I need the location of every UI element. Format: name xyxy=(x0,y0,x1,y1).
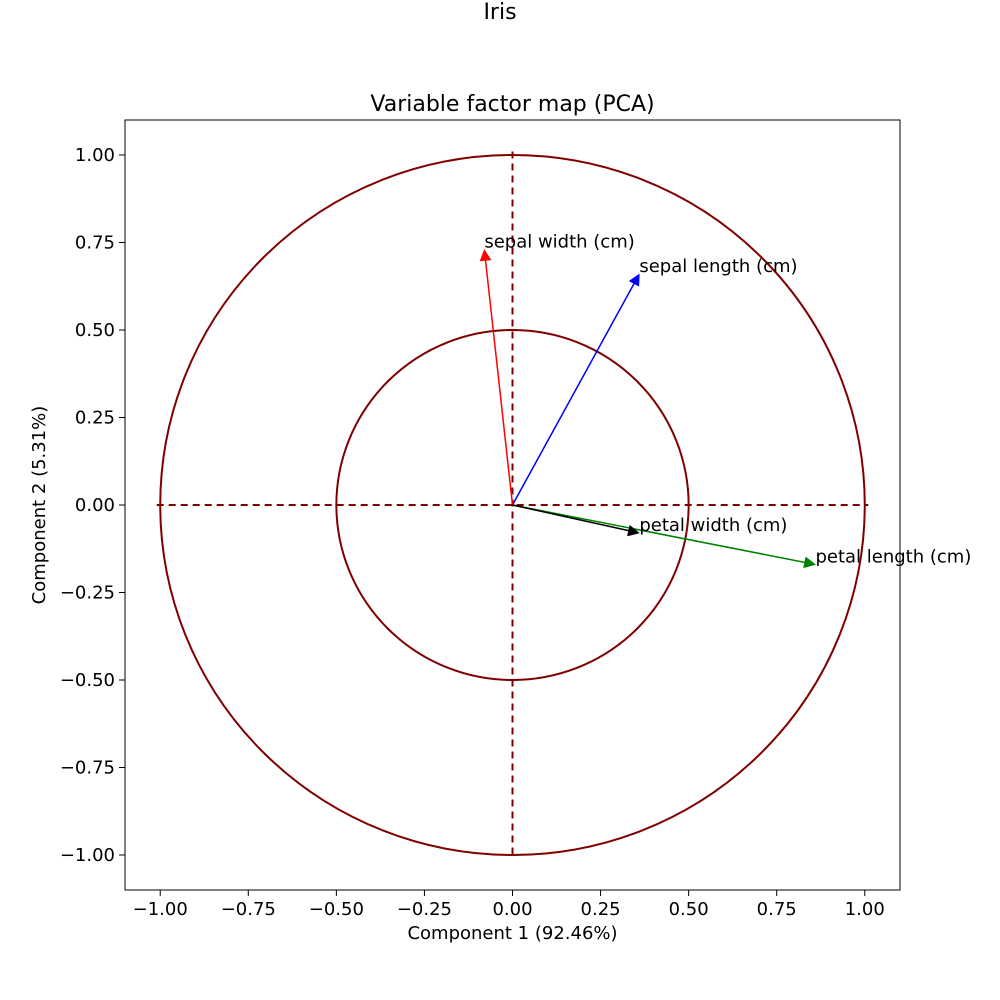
arrow-shaft xyxy=(512,504,629,532)
x-axis-ticks: −1.00 −0.75 −0.50 −0.25 0.00 0.25 0.50 0.75 1.00 xyxy=(133,890,885,920)
y-tick-label: −0.75 xyxy=(60,758,115,779)
y-tick-label: −0.50 xyxy=(60,670,115,691)
plot-area: sepal length (cm)sepal width (cm) petal l… xyxy=(124,119,971,891)
x-tick-label: 0.75 xyxy=(757,899,797,920)
arrow-head xyxy=(479,248,492,262)
x-tick-label: −0.50 xyxy=(309,899,364,920)
arrow-label: petal width (cm) xyxy=(639,515,787,536)
half-circle xyxy=(335,329,690,681)
y-tick-label: −1.00 xyxy=(60,845,115,866)
variable-arrows: sepal length (cm)sepal width (cm) petal l… xyxy=(479,232,971,569)
arrow-head xyxy=(627,524,640,537)
x-tick-label: 0.00 xyxy=(492,899,532,920)
x-tick-label: 1.00 xyxy=(845,899,885,920)
correlation-circles xyxy=(159,154,866,856)
y-tick-label: 1.00 xyxy=(75,145,115,166)
x-tick-label: 0.25 xyxy=(581,899,621,920)
variable-arrow: sepal width (cm) xyxy=(479,232,635,506)
y-tick-label: 0.25 xyxy=(75,408,115,429)
arrow-label: sepal width (cm) xyxy=(484,232,634,253)
y-tick-label: 0.75 xyxy=(75,233,115,254)
x-tick-label: 0.50 xyxy=(669,899,709,920)
chart-title: Variable factor map (PCA) xyxy=(370,92,654,117)
arrow-shaft xyxy=(511,283,635,506)
arrow-label: sepal length (cm) xyxy=(639,256,797,277)
y-axis-label: Component 2 (5.31%) xyxy=(29,406,50,605)
arrow-shaft xyxy=(512,504,805,564)
y-tick-label: 0.50 xyxy=(75,320,115,341)
arrow-shaft xyxy=(484,260,514,506)
y-tick-label: −0.25 xyxy=(60,583,115,604)
variable-arrow: petal width (cm) xyxy=(512,504,787,537)
unit-circle xyxy=(159,154,866,856)
variable-arrow: petal length (cm) xyxy=(512,504,971,569)
y-tick-label: 0.00 xyxy=(75,495,115,516)
x-tick-label: −1.00 xyxy=(133,899,188,920)
x-axis-label: Component 1 (92.46%) xyxy=(407,923,617,944)
variable-arrow: sepal length (cm) xyxy=(511,256,798,506)
figure-suptitle: Iris xyxy=(483,0,516,25)
arrow-label: petal length (cm) xyxy=(815,547,971,568)
x-tick-label: −0.25 xyxy=(397,899,452,920)
arrow-head xyxy=(803,556,817,569)
y-axis-ticks: −1.00 −0.75 −0.50 −0.25 0.00 0.25 0.50 0.75 1.00 xyxy=(60,145,125,866)
x-tick-label: −0.75 xyxy=(221,899,276,920)
arrow-head xyxy=(628,273,640,287)
